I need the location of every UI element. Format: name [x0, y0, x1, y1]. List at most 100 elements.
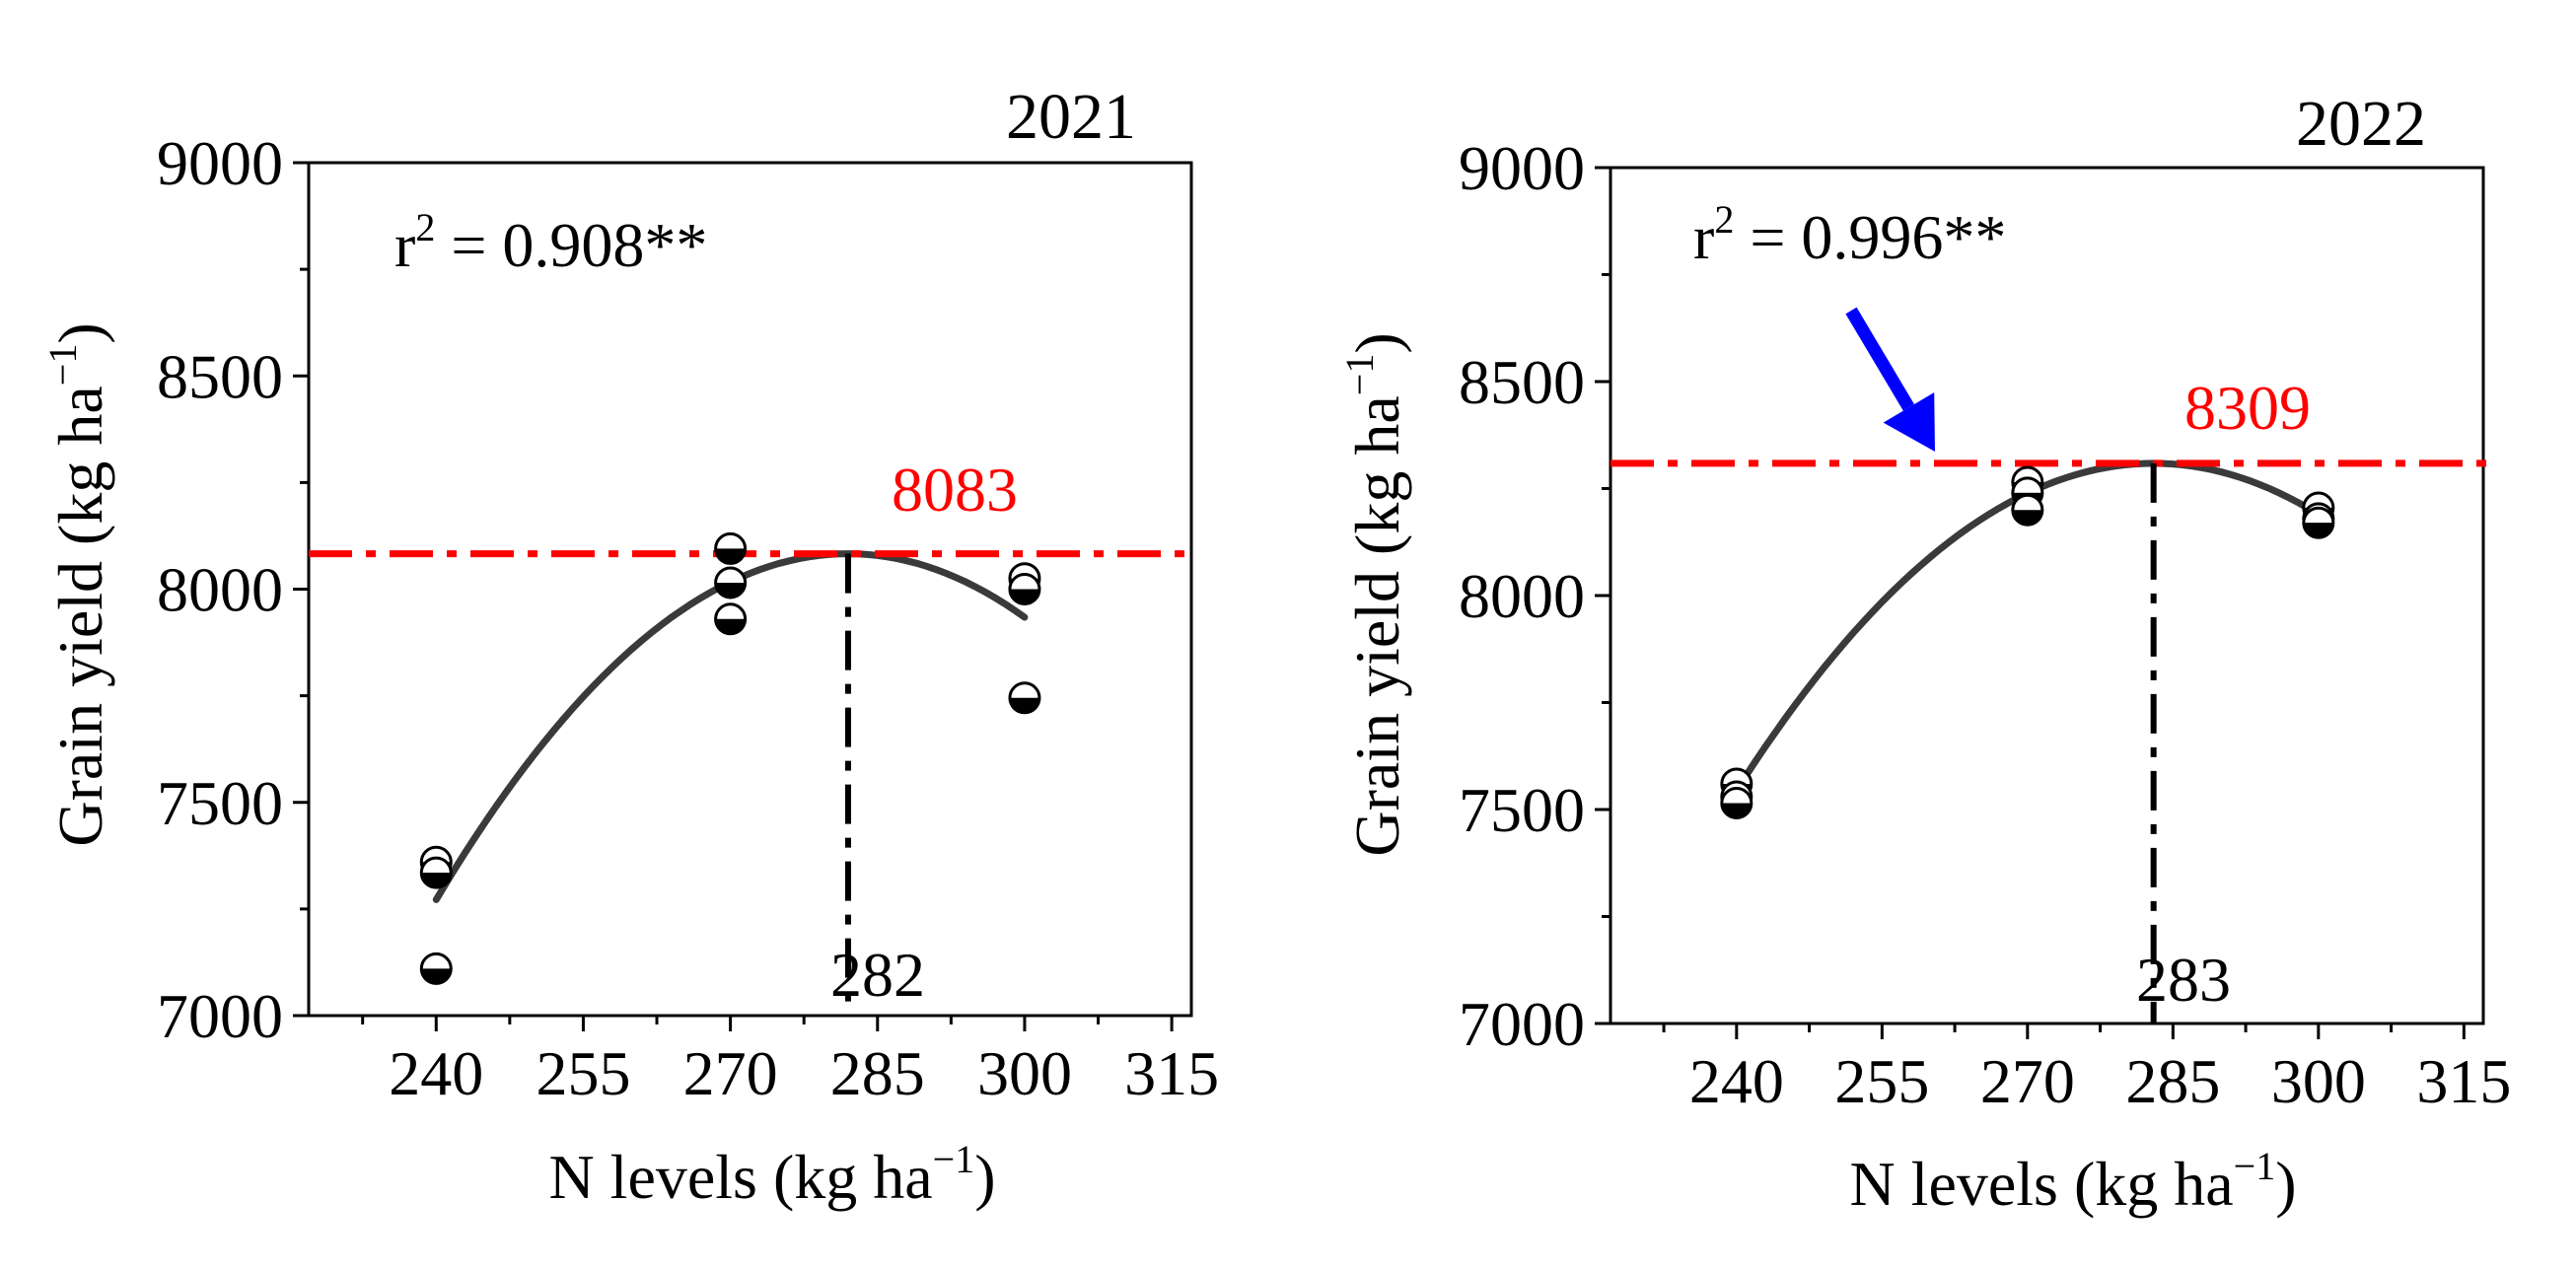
x-axis-label: N levels (kg ha−1): [1849, 1144, 2296, 1219]
data-point: [419, 952, 453, 985]
r2-value: = 0.908**: [435, 210, 707, 280]
data-point-top: [715, 603, 746, 619]
y-axis-label: Grain yield (kg ha−1): [1337, 332, 1412, 856]
optimum-n-label: 282: [830, 940, 925, 1010]
data-point: [1720, 786, 1753, 819]
data-point-top: [1721, 788, 1752, 804]
panel-2022: 2022 Grain yield (kg ha−1) N levels (kg …: [1337, 88, 2511, 1219]
data-point: [714, 566, 748, 600]
x-tick-label: 255: [536, 1038, 630, 1108]
x-axis-label-close: ): [974, 1142, 995, 1212]
y-tick-label: 8500: [1459, 347, 1585, 417]
r-squared-annotation: r2 = 0.996**: [1693, 197, 2006, 272]
data-point-bottom: [1721, 803, 1752, 818]
data-point: [2011, 493, 2044, 527]
data-point-top: [715, 533, 746, 549]
data-point: [419, 856, 453, 889]
data-point-outline: [1008, 681, 1041, 715]
data-point-top: [2303, 508, 2333, 524]
data-point: [2302, 506, 2335, 539]
y-axis-label-text: Grain yield (kg ha: [1342, 395, 1412, 856]
x-tick-label: 270: [1980, 1046, 2075, 1116]
y-tick-label: 8000: [1459, 561, 1585, 631]
data-point-outline: [2302, 506, 2335, 539]
data-point-outline: [419, 856, 453, 889]
data-point-top: [1721, 768, 1752, 784]
data-point: [714, 531, 748, 565]
y-axis-label-close: ): [1342, 332, 1412, 353]
x-axis-label-close: ): [2275, 1149, 2296, 1219]
y-tick-label: 7500: [157, 768, 283, 838]
x-tick-label: 300: [2271, 1046, 2366, 1116]
x-tick-label: 315: [2416, 1046, 2511, 1116]
r2-label: r: [1693, 202, 1714, 272]
x-tick-label: 300: [977, 1038, 1072, 1108]
arrow-icon: [1845, 307, 1935, 452]
r2-sup: 2: [415, 205, 435, 249]
data-point-top: [2012, 495, 2042, 511]
x-axis-label-sup: −1: [933, 1137, 975, 1181]
svg-text:Grain yield (kg ha−1): Grain yield (kg ha−1): [1337, 332, 1412, 856]
y-axis-label-text: Grain yield (kg ha: [45, 386, 115, 846]
y-tick-label: 7000: [1459, 989, 1585, 1059]
svg-text:N levels (kg ha−1): N levels (kg ha−1): [548, 1137, 995, 1212]
y-tick-label: 7500: [1459, 775, 1585, 845]
data-point: [1008, 573, 1041, 605]
svg-text:Grain yield (kg ha−1): Grain yield (kg ha−1): [40, 322, 115, 846]
data-point-bottom: [421, 873, 452, 888]
data-point-bottom: [715, 583, 746, 599]
data-point-bottom: [2012, 510, 2042, 526]
data-point-top: [2012, 477, 2042, 493]
data-point-bottom: [421, 968, 452, 984]
y-tick-label: 9000: [1459, 133, 1585, 203]
x-axis-label-text: N levels (kg ha: [548, 1142, 932, 1212]
y-tick-label: 8000: [157, 555, 283, 625]
arrow-head: [1883, 391, 1935, 452]
r2-label: r: [394, 210, 415, 280]
data-point-top: [421, 953, 452, 969]
r2-sup: 2: [1714, 197, 1734, 242]
panel-2021: 2021 Grain yield (kg ha−1) N levels (kg …: [40, 81, 1219, 1212]
arrow-shaft: [1845, 307, 1915, 411]
data-point-outline: [2011, 493, 2044, 527]
y-axis-label: Grain yield (kg ha−1): [40, 322, 115, 846]
optimum-n-label: 283: [2136, 945, 2231, 1015]
x-axis-label: N levels (kg ha−1): [548, 1137, 995, 1212]
svg-text:r2 = 0.908**: r2 = 0.908**: [394, 205, 707, 280]
svg-text:r2 = 0.996**: r2 = 0.996**: [1693, 197, 2006, 272]
r-squared-annotation: r2 = 0.908**: [394, 205, 707, 280]
y-tick-label: 7000: [157, 981, 283, 1051]
y-tick-label: 8500: [157, 341, 283, 411]
x-tick-label: 285: [2125, 1046, 2220, 1116]
x-tick-label: 240: [389, 1038, 483, 1108]
plot-frame: [1609, 166, 2485, 1025]
optimum-yield-label: 8309: [2184, 373, 2311, 443]
svg-text:N levels (kg ha−1): N levels (kg ha−1): [1849, 1144, 2296, 1219]
data-point-outline: [1720, 786, 1753, 819]
x-tick-label: 270: [683, 1038, 778, 1108]
data-point: [1008, 681, 1041, 715]
data-point-outline: [714, 566, 748, 600]
x-tick-label: 285: [830, 1038, 925, 1108]
data-point-bottom: [2303, 523, 2333, 538]
data-point-outline: [419, 952, 453, 985]
data-point-outline: [714, 531, 748, 565]
data-point-bottom: [715, 548, 746, 564]
y-axis-label-sup: −1: [1337, 354, 1382, 396]
panel-title: 2022: [2296, 88, 2426, 160]
x-tick-label: 240: [1689, 1046, 1784, 1116]
data-point-top: [1009, 574, 1039, 590]
data-point-top: [715, 568, 746, 584]
optimum-yield-label: 8083: [892, 455, 1018, 525]
x-tick-label: 315: [1124, 1038, 1219, 1108]
x-axis-label-sup: −1: [2234, 1144, 2276, 1188]
data-point-bottom: [715, 618, 746, 634]
data-point-outline: [714, 602, 748, 636]
y-axis-label-close: ): [45, 322, 115, 343]
data-point-bottom: [1009, 589, 1039, 604]
x-axis-label-text: N levels (kg ha: [1849, 1149, 2233, 1219]
panel-title: 2021: [1006, 81, 1136, 153]
r2-value: = 0.996**: [1734, 202, 2006, 272]
data-point-outline: [1008, 573, 1041, 605]
